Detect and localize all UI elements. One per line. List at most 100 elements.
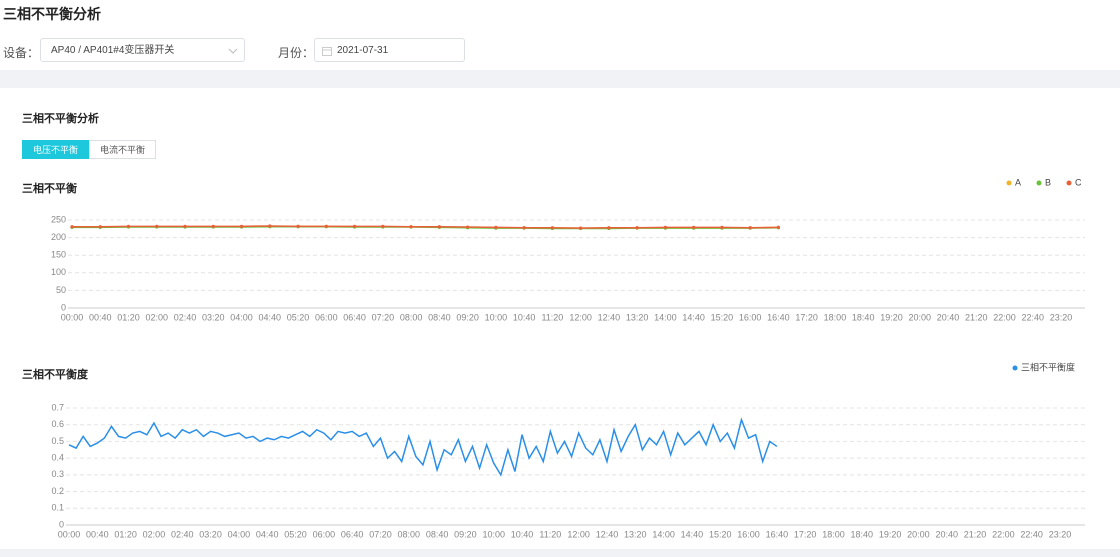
point-marker [239,224,244,228]
x-tick-label: 16:00 [739,312,762,322]
point-marker [579,226,583,230]
x-tick-label: 08:40 [428,312,451,322]
x-tick-label: 02:40 [171,529,194,539]
x-tick-label: 09:20 [454,529,477,539]
x-tick-label: 05:20 [284,529,307,539]
x-tick-label: 18:00 [824,312,847,322]
point-marker [70,225,74,229]
select-arrow [228,48,238,54]
series-line [72,225,779,229]
x-tick-label: 16:00 [737,529,760,539]
x-tick-label: 14:40 [682,312,705,322]
y-tick-label: 0.4 [51,453,64,463]
x-tick-label: 12:40 [596,529,619,539]
y-tick-label: 150 [51,250,66,260]
x-tick-label: 00:00 [58,529,81,539]
point-marker [183,224,187,228]
x-tick-label: 16:40 [767,312,790,322]
x-tick-label: 14:00 [654,312,677,322]
x-tick-label: 04:00 [230,312,253,322]
x-tick-label: 08:40 [426,529,449,539]
page-title: 三相不平衡分析 [3,6,101,22]
legend-marker [1006,180,1012,186]
legend-marker [1012,365,1018,371]
x-tick-label: 09:20 [456,312,479,322]
x-tick-label: 04:00 [228,529,251,539]
x-tick-label: 15:20 [711,312,734,322]
x-tick-label: 23:20 [1049,529,1072,539]
x-tick-label: 15:20 [709,529,732,539]
x-tick-label: 07:20 [369,529,392,539]
x-tick-label: 17:20 [794,529,817,539]
point-marker [663,225,668,229]
y-tick-label: 0.6 [51,419,64,429]
legend-marker [1066,180,1072,186]
y-tick-label: 200 [51,232,66,242]
point-marker [607,226,611,230]
x-tick-label: 20:40 [935,529,958,539]
x-tick-label: 06:00 [313,529,336,539]
x-tick-label: 10:40 [511,529,534,539]
tab[interactable]: 电压不平衡 [22,140,90,159]
point-marker [437,225,441,229]
x-tick-label: 20:00 [907,529,930,539]
legend-marker [1036,180,1042,186]
device-select[interactable]: AP40 / AP401#4变压器开关 [40,38,245,62]
x-tick-label: 04:40 [259,312,282,322]
panel-title: 三相不平衡分析 [22,113,99,125]
x-tick-label: 12:40 [598,312,621,322]
y-tick-label: 50 [56,285,66,295]
x-tick-label: 12:00 [569,312,592,322]
x-tick-label: 06:40 [343,312,366,322]
x-tick-label: 22:40 [1021,312,1044,322]
series-line [68,417,778,477]
x-tick-label: 23:20 [1050,312,1073,322]
month-label: 月份： [278,46,315,60]
point-marker [296,224,300,228]
legend-label: B [1045,177,1051,187]
x-tick-label: 06:40 [341,529,364,539]
x-tick-label: 18:00 [822,529,845,539]
x-tick-label: 13:20 [626,312,649,322]
month-picker[interactable]: 2021-07-31 [314,38,465,62]
x-tick-label: 22:40 [1020,529,1043,539]
x-tick-label: 20:00 [908,312,931,322]
point-marker [692,225,696,229]
y-tick-label: 250 [51,214,66,224]
x-tick-label: 17:20 [795,312,818,322]
y-tick-label: 100 [51,267,66,277]
y-tick-label: 0.7 [51,402,64,412]
point-marker [466,225,470,229]
x-tick-label: 20:40 [937,312,960,322]
x-tick-label: 03:20 [202,312,225,322]
bottom-band [0,549,1120,557]
x-tick-label: 10:00 [485,312,508,322]
x-tick-label: 16:40 [766,529,789,539]
x-tick-label: 21:20 [965,312,988,322]
x-tick-label: 06:00 [315,312,338,322]
device-value: AP40 / AP401#4变压器开关 [51,45,175,56]
x-tick-label: 01:20 [117,312,140,322]
point-marker [126,224,131,228]
x-tick-label: 10:00 [482,529,505,539]
x-tick-label: 13:20 [624,529,647,539]
x-tick-label: 00:40 [86,529,109,539]
x-tick-label: 11:20 [541,312,563,322]
x-tick-label: 19:20 [879,529,902,539]
point-marker [522,226,526,230]
legend-label: C [1075,177,1082,187]
y-tick-label: 0.3 [51,469,64,479]
x-tick-label: 08:00 [398,529,421,539]
y-tick-label: 0.2 [51,486,64,496]
x-tick-label: 10:40 [513,312,536,322]
y-tick-label: 0.1 [51,503,64,513]
point-marker [748,226,752,230]
x-tick-label: 00:40 [89,312,112,322]
x-tick-label: 02:00 [143,529,166,539]
tab[interactable]: 电流不平衡 [89,140,157,159]
x-tick-label: 00:00 [61,312,84,322]
legend-label: A [1015,177,1021,187]
point-marker [720,225,724,229]
x-tick-label: 03:20 [199,529,222,539]
point-marker [381,224,385,228]
